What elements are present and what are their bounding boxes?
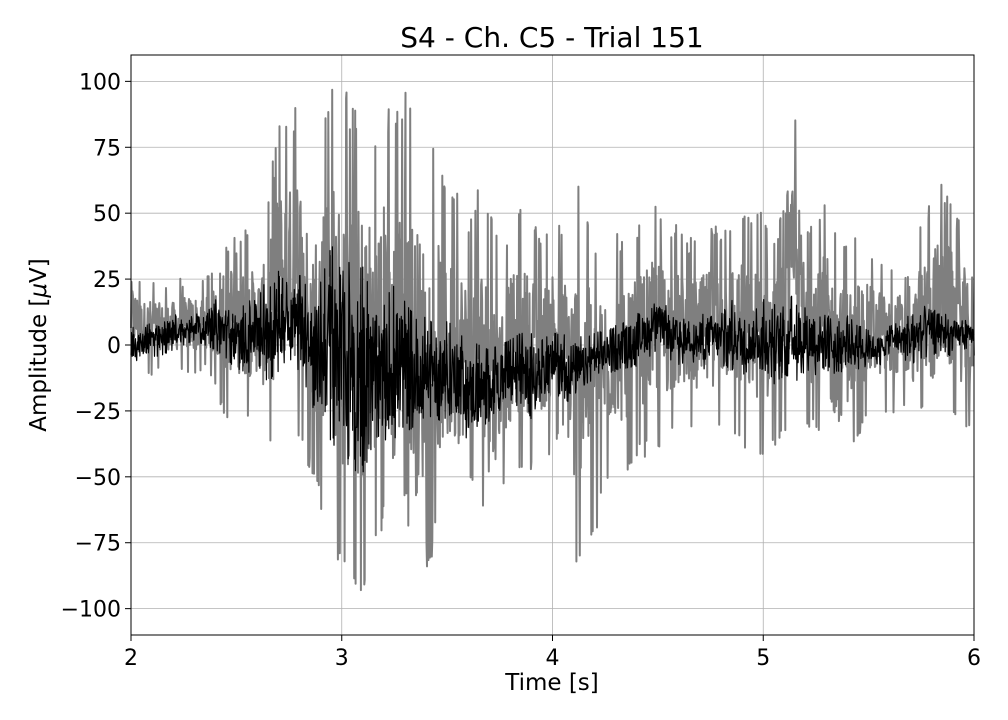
x-tick-label: 6: [967, 646, 981, 671]
y-axis-label: Amplitude [μV]: [26, 258, 52, 432]
x-axis-label: Time [s]: [504, 670, 599, 696]
y-axis-label-prefix: Amplitude [: [26, 298, 52, 432]
y-tick-label: −50: [75, 466, 121, 491]
x-tick-label: 3: [335, 646, 349, 671]
x-tick-label: 4: [546, 646, 560, 671]
x-tick-label: 2: [124, 646, 138, 671]
filtered-signal-line: [130, 246, 975, 473]
x-axis: 2 3 4 5 6: [124, 635, 981, 671]
series-layer: [130, 88, 975, 592]
y-tick-label: 100: [79, 70, 121, 95]
y-tick-label: −100: [61, 598, 121, 623]
x-tick-label: 5: [756, 646, 770, 671]
y-tick-label: 0: [107, 334, 121, 359]
y-tick-label: 25: [93, 268, 121, 293]
chart-title: S4 - Ch. C5 - Trial 151: [400, 21, 703, 54]
y-tick-label: 75: [93, 136, 121, 161]
y-tick-label: 50: [93, 202, 121, 227]
raw-signal-line: [130, 88, 975, 592]
y-axis: 100 75 50 25 0 −25 −50 −75 −100: [61, 70, 131, 623]
y-axis-label-suffix: V]: [26, 258, 52, 283]
y-tick-label: −75: [75, 532, 121, 557]
y-tick-label: −25: [75, 400, 121, 425]
y-axis-label-mu: μ: [26, 283, 52, 299]
